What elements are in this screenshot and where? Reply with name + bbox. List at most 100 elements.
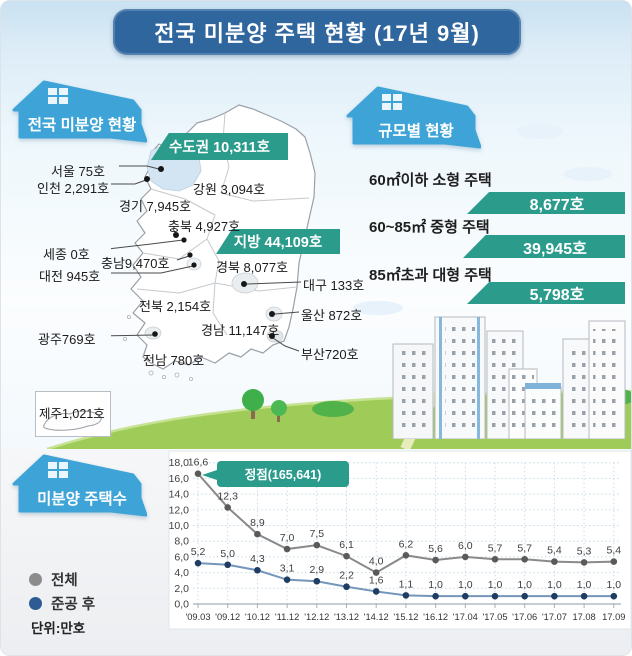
buildings-illustration: [392, 316, 626, 439]
province-borders: [136, 112, 310, 336]
svg-text:12,0: 12,0: [169, 504, 190, 516]
svg-text:8,9: 8,9: [250, 517, 265, 529]
svg-text:5,2: 5,2: [191, 546, 206, 558]
legend-label-total: 전체: [51, 573, 78, 589]
svg-text:0,0: 0,0: [174, 599, 189, 611]
national-badge-label: 전국 미분양 현황: [27, 117, 137, 134]
svg-text:'17.05: '17.05: [482, 612, 507, 622]
house-window-icon: [48, 88, 68, 104]
region-label-gangwon: 강원 3,094호: [193, 182, 266, 197]
svg-text:5,3: 5,3: [577, 545, 592, 557]
region-label-jeju: 제주1,021호: [39, 407, 105, 421]
legend-item-completed: 준공 후: [29, 593, 95, 614]
cloud-icon: [353, 301, 403, 315]
region-label-gwangju: 광주769호: [38, 332, 96, 347]
legend-dot-total: [29, 573, 42, 586]
house-icon: [12, 454, 147, 517]
trend-line-chart: 0,0 2,0 4,0 6,0 8,0 10,0 12,0 14,0 16,0 18,0 '09.0…: [168, 450, 631, 630]
svg-text:1,0: 1,0: [488, 579, 503, 591]
svg-text:'15.12: '15.12: [393, 612, 418, 622]
svg-text:'12.12: '12.12: [304, 612, 329, 622]
house-icon: [12, 80, 147, 143]
svg-text:6,0: 6,0: [458, 540, 473, 552]
svg-text:5,0: 5,0: [220, 548, 235, 560]
svg-text:16,0: 16,0: [169, 473, 190, 485]
svg-text:4,0: 4,0: [369, 556, 384, 568]
svg-text:7,0: 7,0: [280, 532, 295, 544]
small-islands: [123, 314, 193, 381]
svg-text:3,1: 3,1: [280, 563, 295, 575]
region-label-chungbuk: 충북 4,927호: [168, 219, 241, 234]
size-large-value-banner: 5,798호: [467, 282, 625, 304]
house-icon: [346, 86, 481, 149]
jeju-inset: 제주1,021호: [35, 391, 111, 437]
region-label-gyeongnam: 경남 11,147호: [201, 323, 280, 338]
svg-text:5,6: 5,6: [428, 543, 443, 555]
trend-badge-label: 미분양 주택수: [37, 491, 127, 508]
svg-text:1,0: 1,0: [577, 579, 592, 591]
national-status-badge: 전국 미분양 현황: [11, 79, 147, 145]
svg-text:'11.12: '11.12: [275, 612, 299, 622]
bush-icon: [312, 401, 354, 417]
region-label-seoul: 서울 75호: [51, 164, 105, 179]
region-label-incheon: 인천 2,291호: [37, 181, 110, 196]
size-medium-label: 60~85㎡ 중형 주택: [369, 219, 490, 236]
cloud-icon: [564, 167, 612, 181]
region-label-sejong: 세종 0호: [43, 247, 90, 262]
trend-section: 미분양 주택수 전체 준공 후 단위:만호 0,0 2,0 4,0 6,0 8,0 10,…: [1, 449, 631, 655]
by-size-badge-label: 규모별 현황: [378, 123, 454, 140]
svg-text:14,0: 14,0: [169, 489, 190, 501]
page-title: 전국 미분양 주택 현황 (17년 9월): [113, 9, 521, 55]
svg-text:1,0: 1,0: [428, 579, 443, 591]
svg-text:1,0: 1,0: [547, 579, 562, 591]
svg-text:5,7: 5,7: [488, 542, 503, 554]
svg-text:5,7: 5,7: [517, 542, 532, 554]
svg-text:'17.04: '17.04: [453, 612, 478, 622]
svg-text:'14.12: '14.12: [364, 612, 389, 622]
capital-region-banner: 수도권 10,311호: [151, 133, 288, 160]
svg-text:16,6: 16,6: [188, 457, 209, 469]
unit-label: 단위:만호: [31, 621, 86, 636]
house-window-icon: [48, 462, 68, 478]
svg-text:6,0: 6,0: [174, 551, 189, 563]
city-dots: [144, 166, 275, 339]
region-label-daegu: 대구 133호: [303, 278, 365, 293]
svg-text:'17.07: '17.07: [542, 612, 567, 622]
svg-text:'10.12: '10.12: [245, 612, 270, 622]
house-window-icon: [382, 94, 402, 110]
svg-text:6,2: 6,2: [399, 538, 414, 550]
region-label-ulsan: 울산 872호: [301, 308, 363, 323]
provincial-banner: 지방 44,109호: [216, 229, 340, 254]
size-medium-value-banner: 39,945호: [463, 235, 625, 258]
size-small-label: 60㎡이하 소형 주택: [369, 172, 492, 189]
legend-label-completed: 준공 후: [51, 597, 96, 613]
svg-text:12,3: 12,3: [217, 490, 238, 502]
svg-text:1,1: 1,1: [399, 578, 414, 590]
svg-text:정점(165,641): 정점(165,641): [245, 467, 322, 482]
svg-text:4,0: 4,0: [174, 567, 189, 579]
svg-text:2,2: 2,2: [339, 570, 354, 582]
legend-dot-completed: [29, 597, 42, 610]
by-size-badge: 규모별 현황: [345, 85, 481, 151]
leader-lines: [111, 165, 302, 352]
region-label-gyeonggi: 경기 7,945호: [119, 199, 192, 214]
svg-text:2,0: 2,0: [174, 583, 189, 595]
svg-text:'09.12: '09.12: [215, 612, 240, 622]
svg-text:6,1: 6,1: [339, 539, 354, 551]
svg-text:'13.12: '13.12: [334, 612, 359, 622]
svg-text:18,0: 18,0: [169, 457, 190, 469]
region-label-daejeon: 대전 945호: [39, 269, 101, 284]
svg-text:17.09: 17.09: [602, 612, 625, 622]
size-small-value-banner: 8,677호: [467, 192, 625, 214]
tree-icon: [242, 389, 287, 422]
region-label-jeonnam: 전남 780호: [143, 353, 205, 368]
svg-text:2,9: 2,9: [309, 564, 324, 576]
svg-text:1,0: 1,0: [606, 579, 621, 591]
region-label-gyeongbuk: 경북 8,077호: [216, 260, 289, 275]
svg-text:8,0: 8,0: [174, 536, 189, 548]
svg-text:'16.12: '16.12: [423, 612, 448, 622]
svg-text:'09.03: '09.03: [185, 612, 210, 622]
svg-text:1,0: 1,0: [517, 579, 532, 591]
svg-text:1,0: 1,0: [458, 579, 473, 591]
